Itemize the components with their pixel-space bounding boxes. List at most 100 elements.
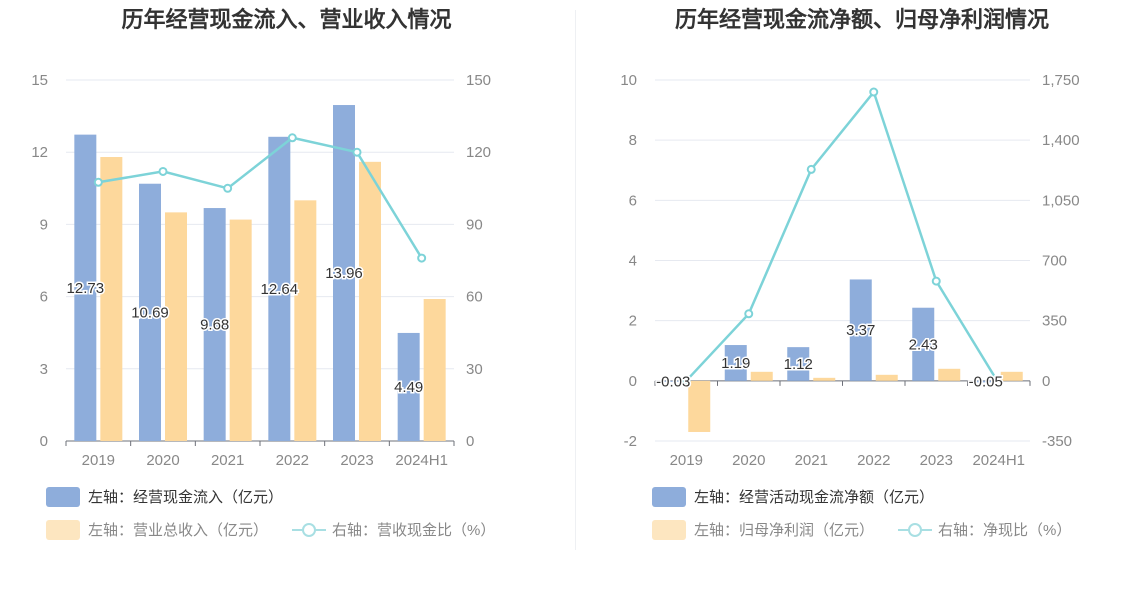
bar-secondary: [359, 161, 381, 441]
y-tick-label-left: 3: [40, 361, 48, 378]
bar-primary: [139, 183, 161, 441]
y-tick-label-right: 90: [466, 216, 483, 233]
bar-primary: [397, 332, 420, 441]
y-tick-label-right: 350: [1042, 313, 1067, 330]
x-tick-label: 2021: [795, 452, 828, 469]
bar-secondary: [1000, 371, 1023, 381]
data-label: 4.49: [394, 379, 423, 396]
legend-item-revenue[interactable]: 左轴：营业总收入（亿元）: [88, 522, 269, 539]
bar-secondary: [100, 157, 123, 441]
legend-swatch: [46, 519, 80, 540]
legend-swatch: [652, 519, 686, 540]
y-tick-label-left: 12: [31, 144, 48, 161]
bar-primary: [74, 134, 97, 441]
legend-item-net-profit[interactable]: 左轴：归母净利润（亿元）: [694, 522, 875, 539]
right-chart-panel: 历年经营现金流净额、归母净利润情况 -2 0 2 4 6 8 10 -350 0 350 700 1,…: [577, 0, 1147, 560]
bar-secondary: [813, 377, 836, 381]
legend-item-net-cash-ratio[interactable]: 右轴：净现比（%）: [938, 522, 1072, 539]
data-label: 1.19: [721, 355, 750, 372]
legend-item-cash-inflow[interactable]: 左轴：经营现金流入（亿元）: [46, 486, 283, 507]
x-tick-label: 2021: [211, 452, 244, 469]
y-tick-label-right: 30: [466, 361, 483, 378]
data-label: 12.73: [67, 280, 105, 297]
x-tick-label: 2022: [857, 452, 890, 469]
legend-row-secondary: 左轴：归母净利润（亿元） 右轴：净现比（%）: [652, 519, 1071, 540]
line-series: [685, 89, 1000, 385]
legend-line-marker-icon: [898, 520, 933, 540]
legend-label: 左轴：经营活动现金流净额（亿元）: [694, 489, 935, 506]
bar-secondary: [875, 374, 898, 381]
legend-row-secondary: 左轴：营业总收入（亿元） 右轴：营收现金比（%）: [46, 519, 495, 540]
bar-primary: [268, 136, 291, 441]
chart-title: 历年经营现金流入、营业收入情况: [121, 7, 452, 32]
y-tick-label-right: 1,750: [1042, 72, 1080, 89]
x-tick-label: 2024H1: [972, 452, 1025, 469]
x-tick-label: 2020: [732, 452, 765, 469]
bar-primary: [849, 279, 872, 381]
y-tick-label-right: 1,050: [1042, 192, 1080, 209]
bar-primary: [662, 380, 685, 382]
x-tick-label: 2019: [670, 452, 703, 469]
legend-item-revenue-cash-ratio[interactable]: 右轴：营收现金比（%）: [332, 522, 496, 539]
y-tick-label-right: 120: [466, 144, 491, 161]
x-tick-label: 2024H1: [395, 452, 448, 469]
data-label: 1.12: [784, 356, 813, 373]
line-point: [994, 378, 1004, 388]
x-tick-label: 2023: [920, 452, 953, 469]
legend-label: 左轴：经营现金流入（亿元）: [88, 489, 284, 506]
x-tick-label: 2020: [146, 452, 179, 469]
bar-primary: [724, 345, 747, 381]
y-tick-label-right: -350: [1042, 433, 1072, 450]
y-tick-label-left: 0: [629, 373, 637, 390]
y-tick-label-right: 0: [466, 433, 474, 450]
chart-title: 历年经营现金流净额、归母净利润情况: [674, 7, 1049, 32]
line-point: [744, 309, 754, 319]
legend-item-net-cash-flow[interactable]: 左轴：经营活动现金流净额（亿元）: [652, 486, 934, 507]
bar-primary: [974, 380, 997, 383]
panel-divider: [575, 10, 576, 550]
y-tick-label-left: -2: [624, 433, 637, 450]
line-point: [417, 253, 427, 263]
y-tick-label-right: 0: [1042, 373, 1050, 390]
y-tick-label-right: 1,400: [1042, 132, 1080, 149]
bar-secondary: [938, 368, 961, 381]
x-tick-label: 2019: [82, 452, 115, 469]
legend-swatch: [46, 486, 80, 507]
legend-swatch: [652, 486, 686, 507]
y-tick-label-left: 2: [629, 313, 637, 330]
line-series: [98, 136, 423, 259]
y-tick-label-left: 6: [40, 289, 48, 306]
y-tick-label-right: 60: [466, 289, 483, 306]
line-point: [806, 164, 816, 174]
data-label: 13.96: [325, 265, 363, 282]
line-point: [681, 376, 691, 386]
legend-line-marker-icon: [292, 520, 327, 540]
bar-secondary: [750, 371, 773, 381]
line-point: [287, 133, 297, 143]
line-point: [869, 87, 879, 97]
y-tick-label-right: 700: [1042, 253, 1067, 270]
right-chart-plot: -2 0 2 4 6 8 10 -350 0 350 700 1,050 1,400 1,750 2019 2…: [620, 72, 1080, 469]
bar-secondary: [294, 200, 317, 441]
data-label: 9.68: [200, 317, 229, 334]
data-label: 10.69: [131, 304, 169, 321]
bar-secondary: [165, 212, 187, 441]
data-label: 3.37: [846, 322, 875, 339]
data-label: 2.43: [909, 336, 938, 353]
line-point: [223, 183, 233, 193]
bar-secondary: [229, 219, 252, 441]
y-tick-label-left: 9: [40, 216, 48, 233]
line-point: [93, 177, 103, 187]
line-point: [352, 147, 362, 157]
y-tick-label-right: 150: [466, 72, 491, 89]
y-tick-label-left: 6: [629, 192, 637, 209]
y-tick-label-left: 10: [620, 72, 637, 89]
y-tick-label-left: 8: [629, 132, 637, 149]
y-tick-label-left: 4: [629, 253, 637, 270]
bar-primary: [333, 105, 355, 442]
bar-primary: [787, 347, 810, 381]
data-label: -0.03: [656, 373, 690, 390]
bar-primary: [203, 208, 226, 441]
bar-secondary: [423, 299, 446, 441]
